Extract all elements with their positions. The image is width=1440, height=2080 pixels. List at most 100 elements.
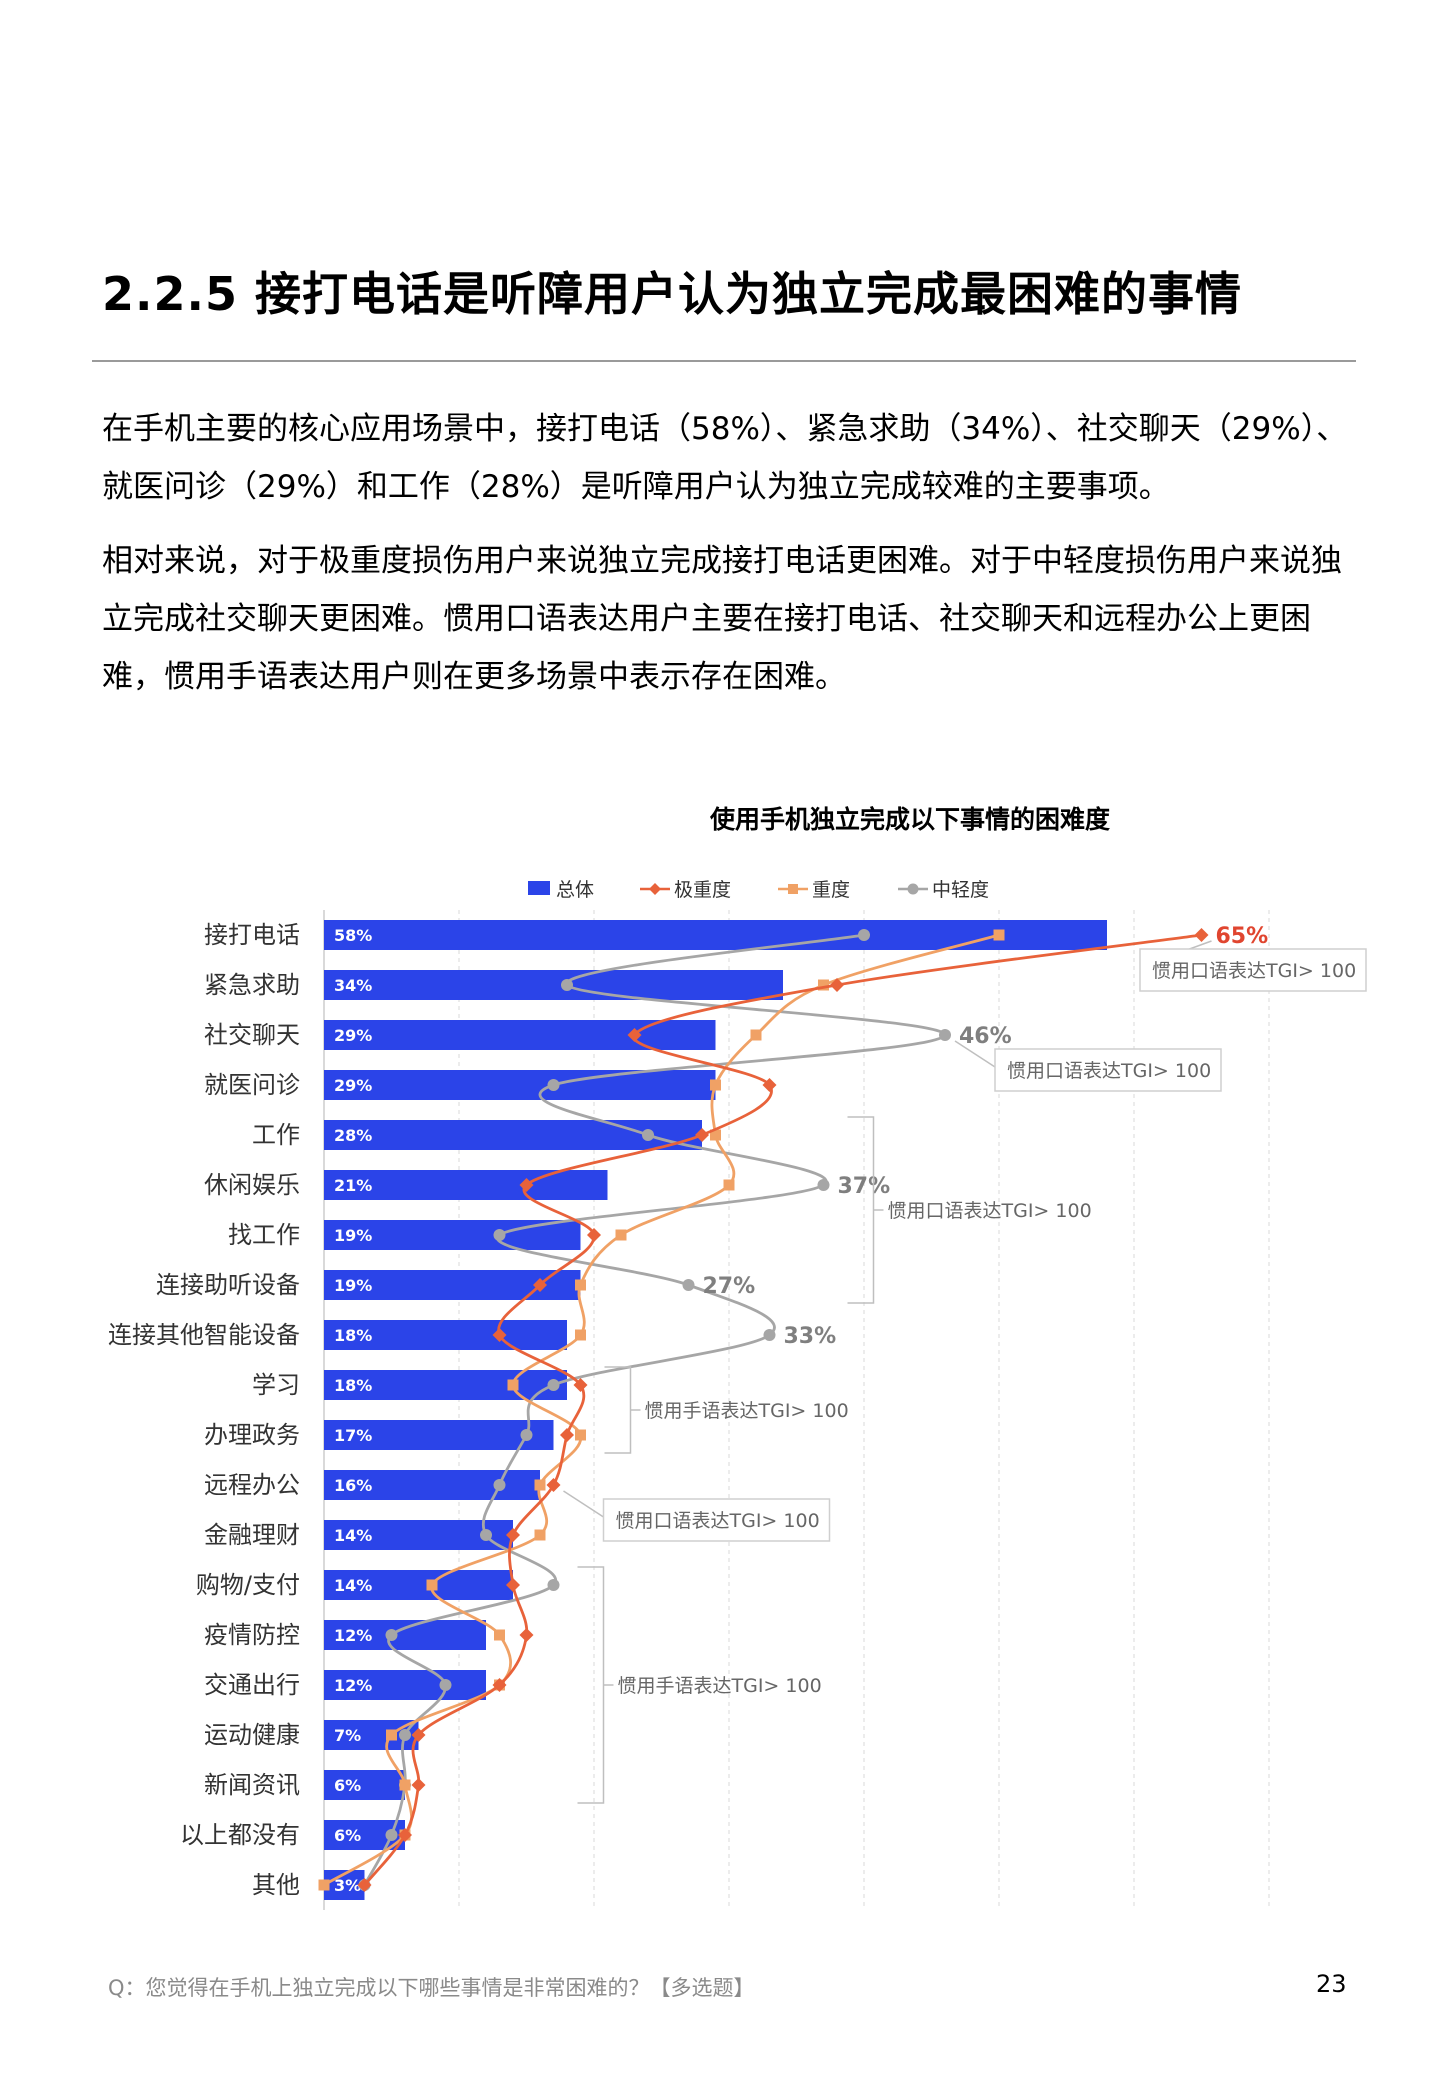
bar-value-label: 14% (334, 1526, 372, 1545)
data-point (480, 1529, 492, 1541)
title-divider (92, 360, 1356, 362)
bar (324, 1420, 554, 1450)
category-label: 工作 (252, 1121, 300, 1149)
category-label: 交通出行 (204, 1671, 300, 1699)
bar (324, 1570, 513, 1600)
data-point (547, 1079, 560, 1091)
bar (324, 1020, 716, 1050)
bar (324, 1770, 405, 1800)
data-point (560, 1428, 574, 1442)
category-label: 连接助听设备 (156, 1271, 300, 1299)
bar-value-label: 16% (334, 1476, 372, 1495)
data-point (993, 929, 1005, 941)
bar-value-label: 34% (334, 976, 372, 995)
category-labels: 接打电话紧急求助社交聊天就医问诊工作休闲娱乐找工作连接助听设备连接其他智能设备学… (108, 921, 300, 1899)
data-point (723, 1179, 735, 1191)
chart-legend: 总体 极重度 重度 中轻度 (528, 879, 989, 901)
data-point (695, 1128, 709, 1142)
line-series-中轻度 (358, 929, 951, 1891)
bar-value-label: 12% (334, 1676, 372, 1695)
legend-label-总体: 总体 (556, 879, 594, 901)
data-point (763, 1329, 776, 1341)
data-point (818, 979, 829, 991)
data-point (762, 1078, 777, 1092)
bar (324, 1170, 608, 1200)
annotation-bracket (847, 1116, 884, 1304)
bar-value-label: 7% (334, 1726, 361, 1745)
bar-value-label: 3% (334, 1876, 361, 1895)
survey-question-footnote: Q：您觉得在手机上独立完成以下哪些事情是非常困难的？【多选题】 (108, 1976, 755, 2000)
legend-marker-中轻度 (907, 883, 919, 895)
data-point (1194, 928, 1209, 942)
data-point (573, 1378, 588, 1392)
category-label: 购物/支付 (196, 1571, 300, 1599)
tgi-annotations: 惯用口语表达TGI> 100 惯用口语表达TGI> 100 惯用口语表达TGI> 1… (563, 940, 1367, 1804)
bar-value-label: 6% (334, 1826, 361, 1845)
legend-marker-重度 (788, 884, 798, 894)
data-point (682, 1279, 695, 1291)
line-series-重度 (318, 929, 1005, 1891)
annotation-text: 惯用手语表达TGI> 100 (618, 1675, 822, 1697)
data-point (439, 1679, 452, 1691)
bar-value-label: 21% (334, 1176, 372, 1195)
bar-value-label: 12% (334, 1626, 372, 1645)
annotation-text: 惯用口语表达TGI> 100 (616, 1510, 820, 1532)
category-label: 找工作 (228, 1221, 300, 1249)
point-label: 37% (838, 1174, 891, 1199)
data-point (399, 1729, 411, 1741)
bar-value-label: 14% (334, 1576, 372, 1595)
detail-paragraph: 相对来说，对于极重度损伤用户来说独立完成接打电话更困难。对于中轻度损伤用户来说独… (102, 543, 1342, 695)
legend-label-中轻度: 中轻度 (932, 879, 989, 901)
category-label: 以上都没有 (180, 1821, 300, 1849)
data-point (533, 1278, 547, 1292)
legend-marker-极重度 (649, 883, 661, 895)
annotation-bracket (604, 1366, 641, 1454)
data-point (506, 1528, 520, 1542)
data-point (547, 1379, 560, 1391)
legend-swatch-总体 (528, 881, 550, 895)
data-point (817, 1179, 830, 1191)
data-point (506, 1578, 520, 1592)
data-point (411, 1728, 426, 1742)
category-label: 学习 (252, 1371, 300, 1399)
bar-value-label: 17% (334, 1426, 372, 1445)
bar-value-label: 28% (334, 1126, 372, 1145)
category-label: 新闻资讯 (204, 1771, 300, 1799)
intro-paragraph: 在手机主要的核心应用场景中，接打电话（58%）、紧急求助（34%）、社交聊天（2… (102, 411, 1348, 505)
data-point (561, 979, 573, 991)
annotation-leader (563, 1490, 604, 1518)
annotation-box (994, 1048, 1222, 1092)
bar (324, 1070, 716, 1100)
bar (324, 1670, 486, 1700)
data-point (534, 1479, 546, 1491)
data-point (710, 1079, 721, 1091)
data-point (492, 1678, 507, 1692)
data-point (939, 1029, 951, 1041)
bar (324, 1620, 486, 1650)
data-point (547, 1579, 560, 1591)
point-label: 65% (1216, 924, 1269, 949)
series-line (363, 933, 947, 1886)
category-label: 接打电话 (204, 921, 300, 949)
data-point (520, 1429, 533, 1441)
annotation-leader (954, 1040, 996, 1068)
bar-value-label: 29% (334, 1076, 372, 1095)
point-label: 27% (703, 1274, 756, 1299)
bar-value-label: 6% (334, 1776, 361, 1795)
data-point (318, 1879, 330, 1891)
annotation-box (602, 1498, 831, 1542)
bar-value-label: 18% (334, 1326, 372, 1345)
line-series-极重度 (357, 928, 1209, 1892)
bar-value-label: 58% (334, 926, 372, 945)
chart-title: 使用手机独立完成以下事情的困难度 (709, 805, 1110, 834)
legend-label-极重度: 极重度 (674, 879, 731, 901)
legend-label-重度: 重度 (812, 879, 850, 901)
data-point (858, 929, 870, 941)
category-label: 远程办公 (204, 1471, 300, 1499)
page-title: 2.2.5 接打电话是听障用户认为独立完成最困难的事情 (102, 267, 1242, 321)
category-label: 连接其他智能设备 (108, 1321, 300, 1349)
data-point (398, 1828, 412, 1842)
category-label: 运动健康 (204, 1721, 300, 1749)
point-label: 33% (784, 1324, 837, 1349)
